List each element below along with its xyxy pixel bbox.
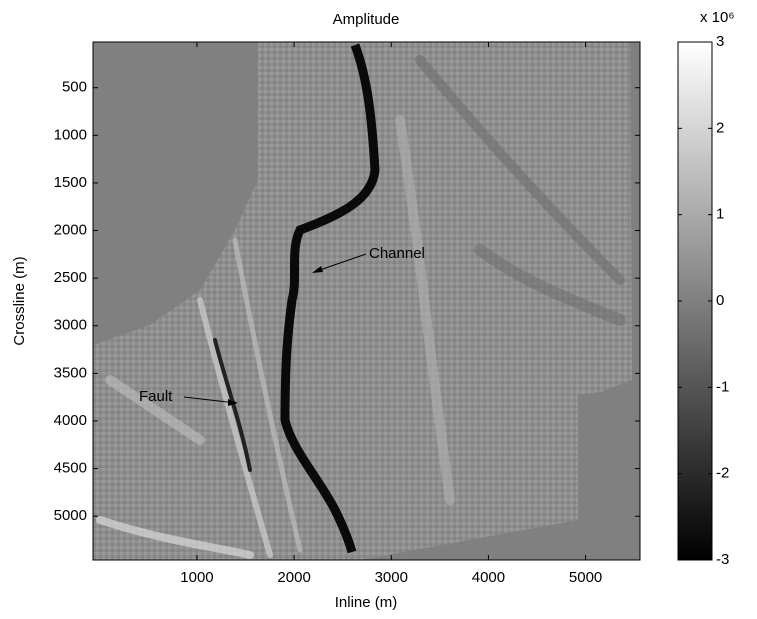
- colorbar-tick-label: 1: [716, 206, 724, 223]
- y-tick-label: 5000: [54, 507, 87, 524]
- x-tick-label: 4000: [472, 569, 505, 586]
- annotation: Channel: [369, 245, 425, 262]
- colorbar-tick-label: -3: [716, 551, 729, 568]
- y-tick-label: 2000: [54, 222, 87, 239]
- y-tick-label: 3000: [54, 317, 87, 334]
- y-tick-label: 4500: [54, 460, 87, 477]
- x-tick-label: 5000: [569, 569, 602, 586]
- y-tick-label: 1500: [54, 174, 87, 191]
- y-tick-label: 3500: [54, 364, 87, 381]
- chart-title: Amplitude: [333, 11, 400, 28]
- colorbar-tick-label: -2: [716, 465, 729, 482]
- colorbar-multiplier: x 10⁶: [700, 9, 735, 26]
- colorbar-tick-label: -1: [716, 378, 729, 395]
- chart: Channel Fault Amplitude Inline (m) Cross…: [0, 0, 757, 614]
- y-tick-label: 4000: [54, 412, 87, 429]
- colorbar-tick-label: 0: [716, 292, 724, 309]
- x-tick-label: 3000: [375, 569, 408, 586]
- x-tick-label: 1000: [180, 569, 213, 586]
- y-tick-label: 1000: [54, 126, 87, 143]
- annotation: Fault: [139, 388, 173, 405]
- colorbar: [678, 42, 712, 560]
- colorbar-tick-label: 2: [716, 119, 724, 136]
- y-tick-label: 2500: [54, 269, 87, 286]
- y-axis-label: Crossline (m): [11, 256, 28, 345]
- y-tick-label: 500: [62, 79, 87, 96]
- x-axis-label: Inline (m): [335, 594, 398, 611]
- colorbar-tick-label: 3: [716, 33, 724, 50]
- page: {"chart_data": {"type": "image", "title"…: [0, 0, 757, 619]
- x-tick-label: 2000: [277, 569, 310, 586]
